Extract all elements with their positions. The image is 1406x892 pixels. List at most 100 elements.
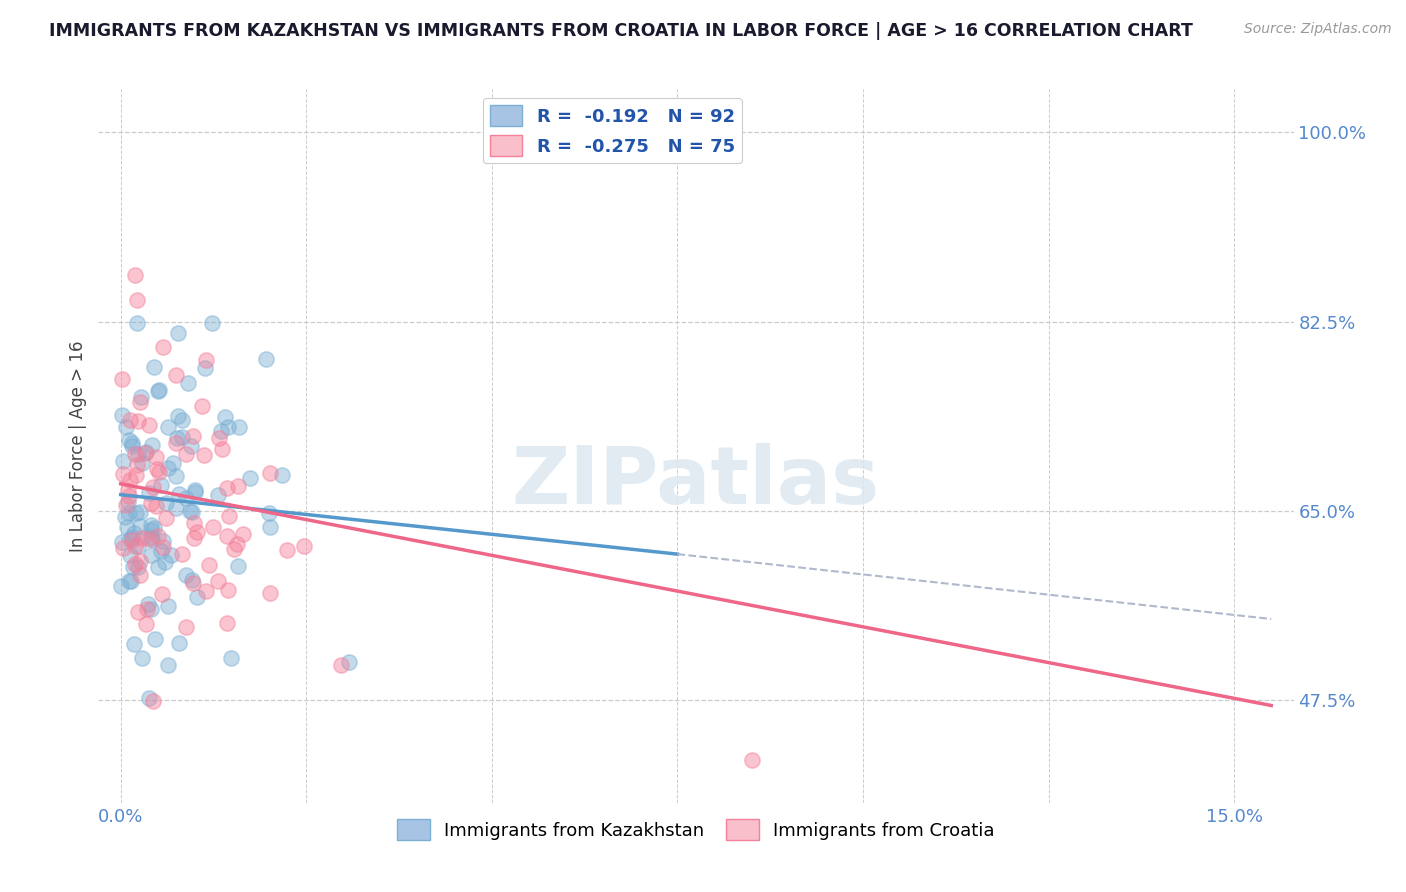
Point [162, 456, 184, 470]
Point [129, 567, 152, 582]
Point [177, 376, 200, 391]
Point [174, 567, 197, 582]
Point [166, 431, 188, 445]
Point [125, 467, 148, 482]
Point [183, 531, 205, 545]
Point [166, 501, 188, 516]
Point [134, 446, 156, 460]
Point [228, 420, 250, 434]
Point [114, 510, 136, 524]
Point [181, 504, 204, 518]
Point [170, 413, 193, 427]
Point [121, 436, 143, 450]
Point [118, 506, 141, 520]
Point [111, 467, 134, 482]
Point [118, 574, 141, 589]
Point [131, 651, 153, 665]
Point [217, 582, 239, 597]
Point [124, 540, 146, 554]
Point [127, 414, 149, 428]
Point [118, 533, 141, 547]
Point [141, 518, 163, 533]
Point [155, 510, 177, 524]
Point [115, 520, 138, 534]
Point [124, 558, 146, 572]
Point [146, 384, 169, 399]
Point [209, 425, 232, 439]
Point [208, 431, 231, 445]
Point [118, 489, 141, 503]
Point [180, 439, 202, 453]
Point [139, 496, 162, 510]
Point [232, 527, 254, 541]
Point [124, 268, 146, 282]
Point [148, 384, 170, 398]
Point [165, 436, 187, 450]
Point [160, 548, 183, 562]
Point [207, 488, 229, 502]
Point [142, 694, 165, 708]
Point [138, 486, 160, 500]
Point [122, 637, 145, 651]
Point [217, 616, 239, 631]
Point [127, 539, 149, 553]
Point [239, 471, 262, 485]
Point [217, 481, 239, 495]
Point [146, 529, 169, 543]
Point [124, 447, 146, 461]
Point [337, 655, 360, 669]
Point [146, 560, 169, 574]
Point [142, 480, 165, 494]
Point [193, 448, 215, 462]
Point [211, 442, 233, 457]
Point [155, 496, 177, 510]
Point [128, 554, 150, 568]
Point [276, 542, 298, 557]
Point [152, 540, 174, 554]
Point [136, 602, 159, 616]
Point [179, 504, 201, 518]
Point [139, 523, 162, 537]
Point [125, 506, 148, 520]
Point [156, 658, 179, 673]
Point [114, 420, 136, 434]
Point [219, 651, 242, 665]
Point [224, 541, 246, 556]
Point [138, 533, 160, 547]
Point [186, 591, 208, 605]
Point [186, 525, 208, 540]
Point [259, 520, 281, 534]
Point [121, 533, 143, 547]
Point [172, 547, 194, 561]
Point [141, 532, 163, 546]
Point [127, 293, 149, 307]
Point [143, 632, 166, 647]
Point [181, 573, 204, 587]
Point [148, 465, 170, 479]
Point [198, 558, 221, 573]
Point [271, 467, 294, 482]
Point [292, 539, 315, 553]
Point [145, 499, 167, 513]
Point [145, 450, 167, 464]
Point [156, 599, 179, 613]
Point [167, 326, 190, 341]
Point [129, 394, 152, 409]
Point [112, 454, 135, 468]
Point [143, 521, 166, 535]
Point [181, 576, 204, 591]
Point [122, 560, 145, 574]
Point [135, 445, 157, 459]
Text: IMMIGRANTS FROM KAZAKHSTAN VS IMMIGRANTS FROM CROATIA IN LABOR FORCE | AGE > 16 : IMMIGRANTS FROM KAZAKHSTAN VS IMMIGRANTS… [49, 22, 1194, 40]
Point [117, 495, 139, 509]
Point [259, 466, 281, 480]
Point [254, 352, 277, 367]
Point [156, 461, 179, 475]
Point [136, 597, 159, 611]
Point [139, 548, 162, 562]
Point [207, 574, 229, 588]
Y-axis label: In Labor Force | Age > 16: In Labor Force | Age > 16 [69, 340, 87, 552]
Point [127, 559, 149, 574]
Point [225, 537, 247, 551]
Point [141, 531, 163, 545]
